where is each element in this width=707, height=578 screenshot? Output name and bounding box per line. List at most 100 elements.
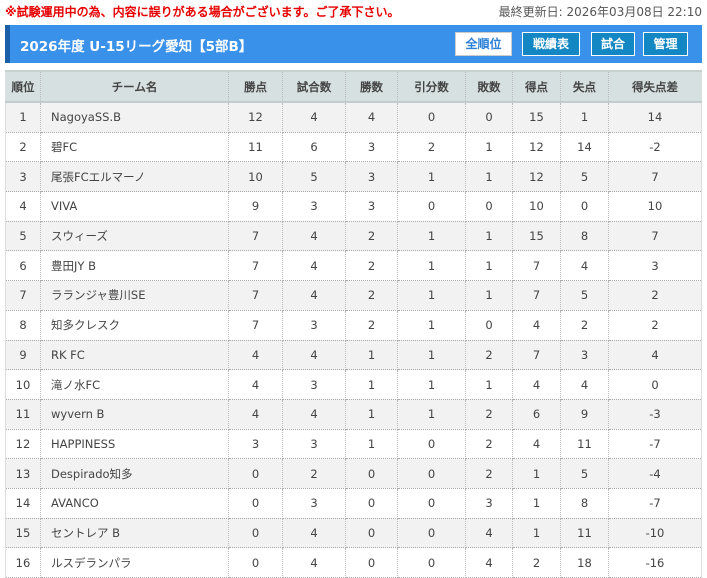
cell-goal-diff: -7 (608, 429, 702, 460)
cell-draws: 1 (397, 161, 466, 193)
cell-points: 0 (228, 547, 283, 578)
cell-goals-against: 8 (560, 221, 609, 252)
cell-draws: 1 (397, 399, 466, 430)
cell-rank: 15 (5, 518, 41, 549)
column-header-goals-against: 失点 (560, 70, 609, 103)
column-header-draws: 引分数 (397, 70, 466, 103)
cell-played: 4 (282, 280, 346, 311)
cell-team: ルスデランパラ (40, 547, 229, 578)
cell-losses: 0 (465, 310, 513, 341)
cell-goal-diff: 10 (608, 191, 702, 222)
cell-goal-diff: 14 (608, 102, 702, 133)
standings-table: 順位 チーム名 勝点 試合数 勝数 引分数 敗数 得点 失点 得失点差 1 NagoyaSS.B 12… (5, 70, 702, 578)
cell-played: 3 (282, 488, 346, 519)
column-header-played: 試合数 (282, 70, 346, 103)
cell-draws: 0 (397, 518, 466, 549)
cell-goals-for: 4 (512, 310, 561, 341)
cell-losses: 1 (465, 280, 513, 311)
cell-played: 3 (282, 191, 346, 222)
table-row: 15 セントレア B 0 4 0 0 4 1 11 -10 (5, 518, 702, 549)
table-header: 順位 チーム名 勝点 試合数 勝数 引分数 敗数 得点 失点 得失点差 (5, 70, 702, 103)
cell-goals-against: 18 (560, 547, 609, 578)
cell-team: NagoyaSS.B (40, 102, 229, 133)
cell-wins: 0 (345, 488, 398, 519)
table-row: 5 スウィーズ 7 4 2 1 1 15 8 7 (5, 221, 702, 252)
cell-rank: 7 (5, 280, 41, 311)
table-row: 3 尾張FCエルマーノ 10 5 3 1 1 12 5 7 (5, 161, 702, 193)
cell-team: Despirado知多 (40, 458, 229, 489)
cell-played: 4 (282, 547, 346, 578)
cell-goals-for: 10 (512, 191, 561, 222)
admin-button[interactable]: 管理 (643, 32, 688, 56)
cell-team: 滝ノ水FC (40, 369, 229, 400)
all-standings-button[interactable]: 全順位 (455, 32, 512, 56)
cell-rank: 1 (5, 102, 41, 133)
cell-draws: 1 (397, 340, 466, 371)
column-header-goals-for: 得点 (512, 70, 561, 103)
cell-wins: 1 (345, 429, 398, 460)
cell-losses: 1 (465, 250, 513, 282)
cell-losses: 1 (465, 221, 513, 252)
cell-team: 知多クレスク (40, 310, 229, 341)
table-row: 11 wyvern B 4 4 1 1 2 6 9 -3 (5, 399, 702, 430)
cell-goals-for: 15 (512, 102, 561, 133)
table-row: 8 知多クレスク 7 3 2 1 0 4 2 2 (5, 310, 702, 341)
cell-losses: 2 (465, 458, 513, 489)
cell-points: 11 (228, 132, 283, 163)
cell-goals-against: 9 (560, 399, 609, 430)
cell-played: 6 (282, 132, 346, 163)
table-row: 9 RK FC 4 4 1 1 2 7 3 4 (5, 340, 702, 371)
cell-losses: 4 (465, 518, 513, 549)
cell-losses: 0 (465, 191, 513, 222)
cell-team: HAPPINESS (40, 429, 229, 460)
cell-rank: 13 (5, 458, 41, 489)
cell-goals-against: 4 (560, 250, 609, 282)
cell-goal-diff: -2 (608, 132, 702, 163)
table-row: 12 HAPPINESS 3 3 1 0 2 4 11 -7 (5, 429, 702, 460)
cell-goals-for: 1 (512, 488, 561, 519)
cell-goal-diff: -4 (608, 458, 702, 489)
cell-goals-for: 7 (512, 280, 561, 311)
cell-draws: 0 (397, 488, 466, 519)
cell-wins: 0 (345, 458, 398, 489)
cell-played: 4 (282, 102, 346, 133)
cell-draws: 1 (397, 310, 466, 341)
cell-goal-diff: -10 (608, 518, 702, 549)
results-table-button[interactable]: 戦績表 (522, 32, 580, 56)
cell-team: スウィーズ (40, 221, 229, 252)
cell-points: 9 (228, 191, 283, 222)
cell-points: 4 (228, 369, 283, 400)
cell-team: VIVA (40, 191, 229, 222)
cell-goal-diff: 7 (608, 221, 702, 252)
table-row: 14 AVANCO 0 3 0 0 3 1 8 -7 (5, 488, 702, 519)
cell-team: セントレア B (40, 518, 229, 549)
cell-goals-against: 14 (560, 132, 609, 163)
cell-rank: 4 (5, 191, 41, 222)
cell-wins: 2 (345, 250, 398, 282)
cell-goal-diff: 0 (608, 369, 702, 400)
table-row: 1 NagoyaSS.B 12 4 4 0 0 15 1 14 (5, 102, 702, 133)
cell-goal-diff: 7 (608, 161, 702, 193)
cell-goals-for: 12 (512, 132, 561, 163)
cell-wins: 1 (345, 399, 398, 430)
cell-wins: 2 (345, 280, 398, 311)
cell-goals-against: 5 (560, 280, 609, 311)
cell-points: 4 (228, 340, 283, 371)
cell-points: 7 (228, 280, 283, 311)
cell-rank: 11 (5, 399, 41, 430)
cell-team: wyvern B (40, 399, 229, 430)
table-row: 4 VIVA 9 3 3 0 0 10 0 10 (5, 191, 702, 222)
matches-button[interactable]: 試合 (591, 32, 635, 56)
cell-wins: 2 (345, 221, 398, 252)
cell-wins: 3 (345, 132, 398, 163)
cell-played: 4 (282, 221, 346, 252)
cell-goal-diff: 2 (608, 280, 702, 311)
cell-points: 10 (228, 161, 283, 193)
cell-rank: 16 (5, 547, 41, 578)
cell-draws: 2 (397, 132, 466, 163)
cell-rank: 2 (5, 132, 41, 163)
cell-rank: 8 (5, 310, 41, 341)
last-updated: 最終更新日: 2026年03月08日 22:10 (498, 5, 702, 19)
cell-goals-for: 1 (512, 518, 561, 549)
cell-wins: 0 (345, 518, 398, 549)
